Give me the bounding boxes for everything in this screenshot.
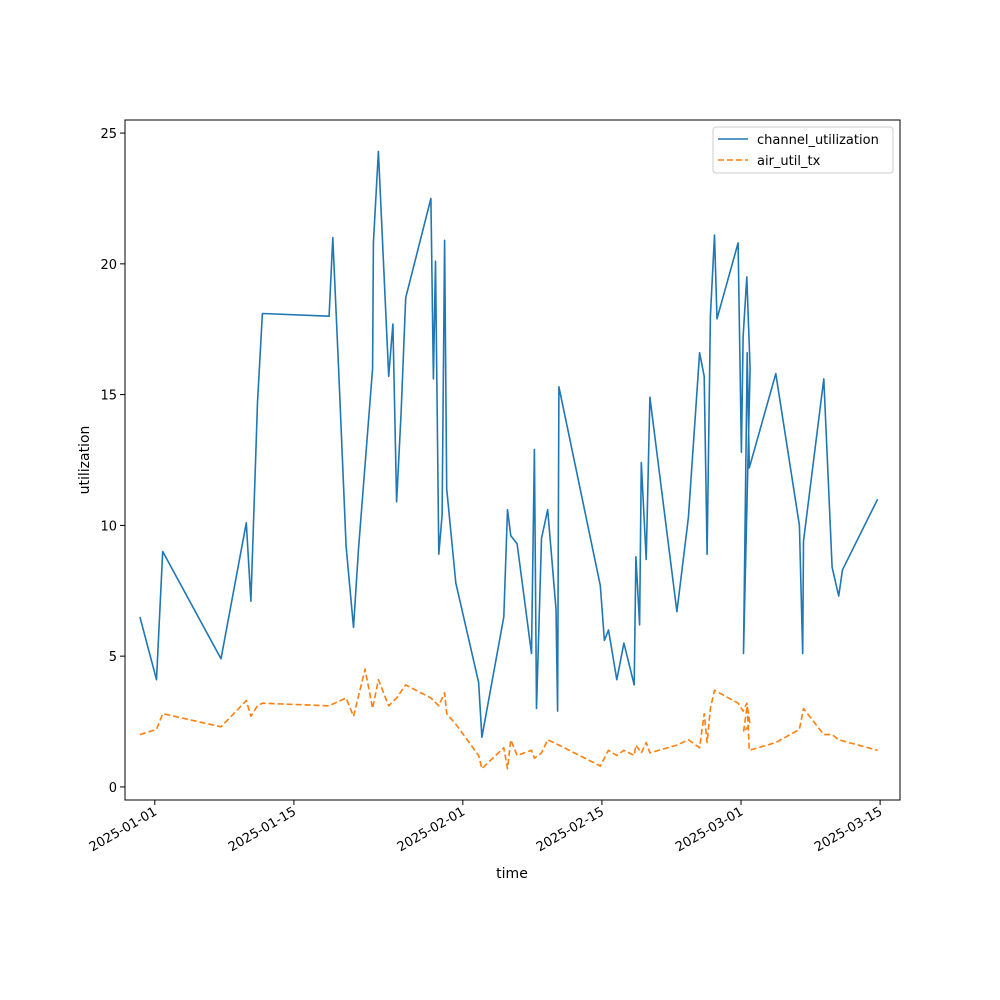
plot-lines [139, 150, 879, 770]
y-tick-label: 5 [109, 650, 117, 665]
y-tick-label: 0 [109, 781, 117, 796]
legend-label: air_util_tx [757, 154, 821, 169]
y-tick-label: 20 [100, 258, 117, 273]
y-tick-label: 10 [100, 519, 117, 534]
y-tick-label: 15 [100, 389, 117, 404]
legend-box [712, 126, 894, 174]
y-axis-label: utilization [77, 426, 93, 495]
y-tick-label: 25 [100, 127, 117, 142]
x-axis-label: time [496, 866, 528, 882]
legend-label: channel_utilization [757, 133, 879, 148]
plot-frame [124, 119, 901, 801]
series-line-channel-utilization [139, 150, 879, 739]
y-axis: 0 5 10 15 20 25 [100, 127, 125, 796]
series-line-air-util-tx [139, 668, 878, 770]
legend: channel_utilization air_util_tx [712, 126, 894, 174]
